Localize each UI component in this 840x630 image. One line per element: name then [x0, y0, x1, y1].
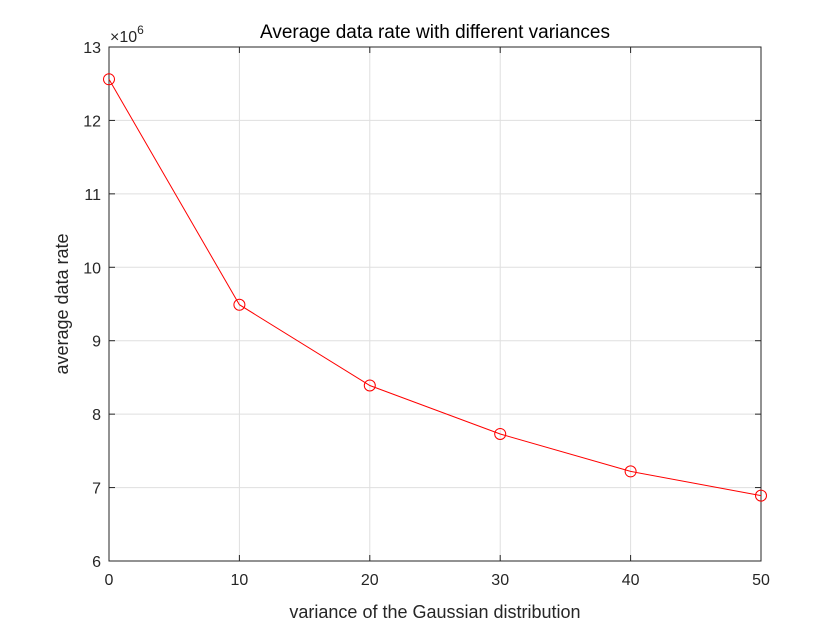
- y-tick-label: 8: [92, 407, 101, 424]
- series-line: [108, 79, 762, 497]
- data-point: [233, 298, 246, 311]
- axes-box: [108, 46, 762, 562]
- x-tick-label: 20: [361, 572, 379, 589]
- tick-labels: 0 10 20 30 40 50 6 7 8 9 10 11 12 13: [83, 40, 770, 589]
- data-series: [103, 73, 767, 502]
- axes-frame: [108, 46, 762, 562]
- data-point: [755, 489, 767, 502]
- grid-lines: [109, 47, 761, 561]
- plot-area: [109, 47, 761, 561]
- y-axis-exponent: ×106: [110, 23, 144, 46]
- data-point: [494, 427, 507, 440]
- y-tick-label: 11: [84, 187, 101, 204]
- y-tick-label: 10: [83, 260, 101, 277]
- x-tick-label: 50: [752, 572, 770, 589]
- x-axis-label: variance of the Gaussian distribution: [289, 602, 580, 622]
- y-tick-label: 7: [92, 481, 101, 498]
- y-tick-label: 13: [83, 40, 101, 57]
- x-tick-label: 0: [105, 572, 114, 589]
- axis-ticks: [108, 46, 762, 562]
- y-axis-exponent-prefix: ×10: [110, 29, 137, 46]
- x-tick-label: 30: [491, 572, 509, 589]
- data-point: [363, 379, 376, 392]
- data-point: [624, 465, 637, 478]
- y-tick-label: 6: [92, 554, 101, 571]
- y-tick-label: 9: [92, 334, 101, 351]
- y-axis-label: average data rate: [52, 233, 72, 374]
- x-tick-label: 40: [622, 572, 640, 589]
- x-tick-label: 10: [231, 572, 249, 589]
- y-axis-exponent-power: 6: [137, 23, 144, 37]
- chart-title: Average data rate with different varianc…: [260, 22, 610, 43]
- y-tick-label: 12: [83, 113, 101, 130]
- data-point: [103, 73, 115, 86]
